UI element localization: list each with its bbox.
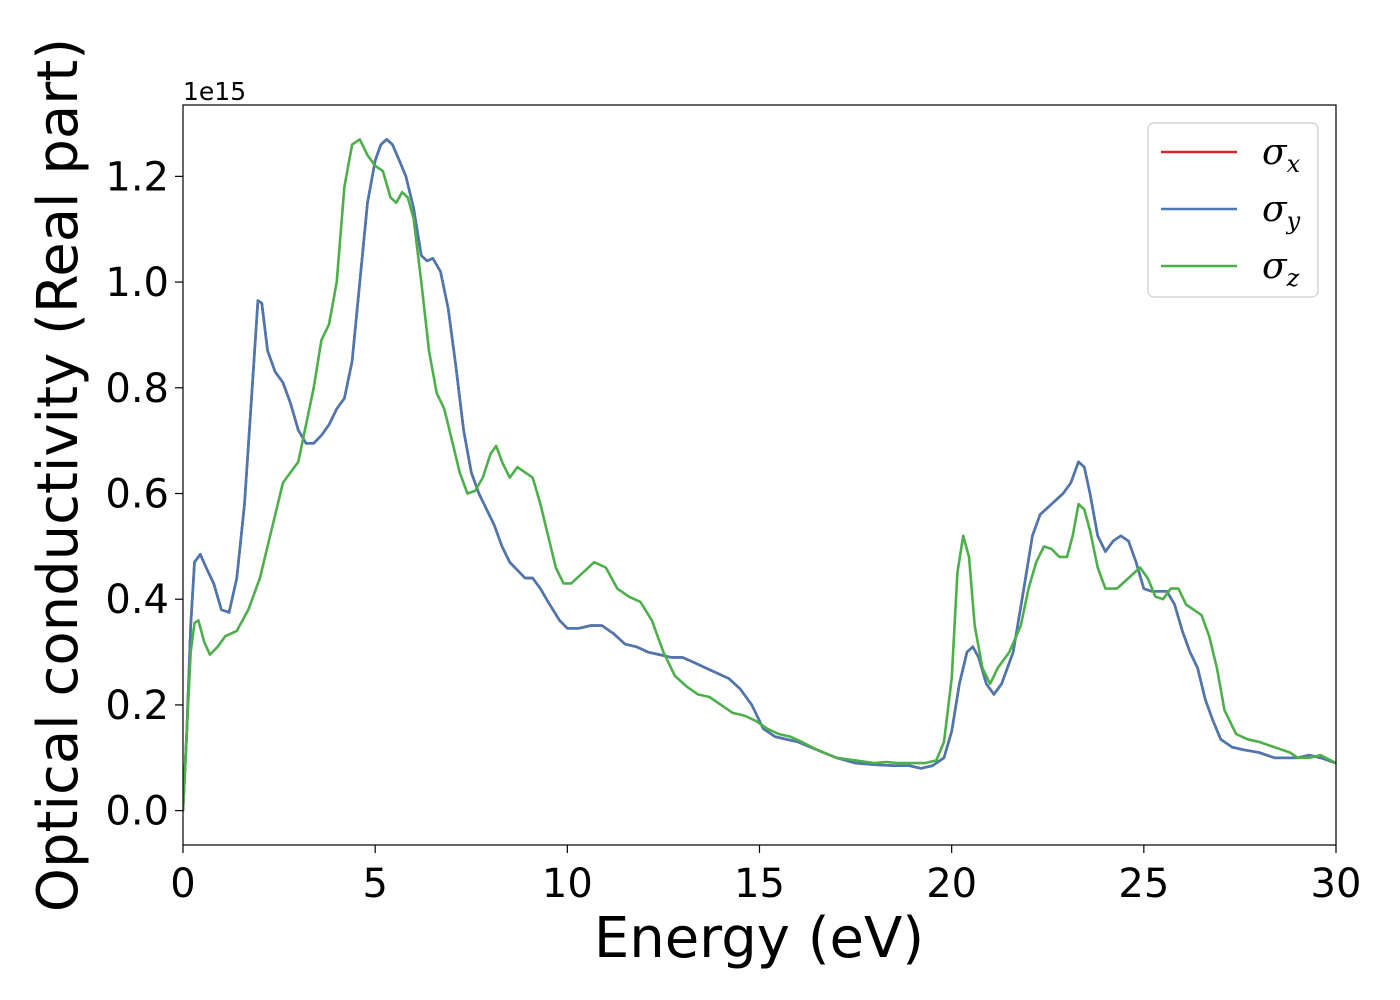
x-tick-label: 0 — [170, 861, 195, 907]
y-tick-label: 1.0 — [105, 260, 169, 306]
x-tick-label: 30 — [1311, 861, 1362, 907]
series-line-y — [183, 138, 1336, 812]
x-tick-label: 5 — [362, 861, 387, 907]
y-tick-label: 0.4 — [105, 577, 169, 623]
y-tick-label: 0.0 — [105, 789, 169, 835]
x-tick-label: 20 — [926, 861, 977, 907]
x-tick-label: 10 — [542, 861, 593, 907]
y-tick-label: 0.2 — [105, 683, 169, 729]
x-axis-ticks: 0 5 10 15 20 25 30 — [170, 845, 1361, 907]
y-axis-ticks: 0.0 0.2 0.4 0.6 0.8 1.0 1.2 — [105, 154, 183, 835]
y-tick-label: 1.2 — [105, 154, 169, 200]
y-tick-label: 0.8 — [105, 366, 169, 412]
x-tick-label: 25 — [1118, 861, 1169, 907]
x-tick-label: 15 — [734, 861, 785, 907]
series-line-z — [183, 138, 1336, 812]
x-axis-label: Energy (eV) — [594, 906, 924, 971]
series-layer — [183, 138, 1336, 812]
y-axis-offset-label: 1e15 — [183, 77, 246, 106]
y-tick-label: 0.6 — [105, 472, 169, 518]
y-axis-label: Optical conductivity (Real part) — [26, 38, 91, 912]
